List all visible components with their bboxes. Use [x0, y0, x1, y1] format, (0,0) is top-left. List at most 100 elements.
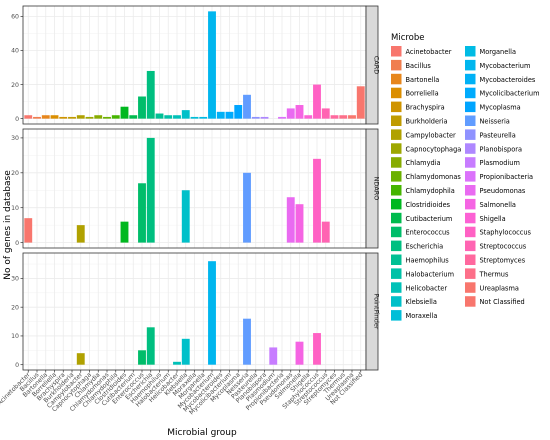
legend-item-klebsiella: Klebsiella [391, 296, 437, 307]
legend-swatch [391, 157, 402, 168]
bar-card-chlamydia: Chlamydia: 2 [94, 115, 103, 119]
bar-pointfinder-klebsiella: Klebsiella: 9 [181, 338, 190, 365]
legend-swatch [391, 115, 402, 126]
bar-pointfinder-helicobacter: Helicobacter: 1 [173, 361, 181, 365]
y-tick-label: 60 [11, 14, 19, 21]
legend: Microbe Acinetobacter Bacillus Bartonella B… [391, 33, 540, 321]
legend-swatch [391, 282, 402, 293]
legend-label: Halobacterium [406, 270, 455, 278]
legend-item-thermus: Thermus [465, 268, 509, 279]
legend-label: Ureaplasma [480, 284, 519, 292]
bar-card-pasteurella: Pasteurella: 1 [251, 116, 260, 119]
legend-label: Acinetobacter [406, 48, 452, 56]
legend-item-halobacterium: Halobacterium [391, 268, 454, 279]
legend-swatch [391, 185, 402, 196]
bar-card-borreliella: Borreliella: 2 [50, 115, 59, 119]
legend-swatch [465, 268, 476, 279]
bar-ndaro-salmonella: Salmonella: 11 [295, 204, 304, 243]
legend-item-campylobacter: Campylobacter [391, 129, 456, 140]
legend-label: Enterococcus [406, 229, 451, 237]
legend-swatch [465, 185, 476, 196]
bar-ndaro-campylobacter: Campylobacter: 5 [76, 225, 85, 243]
legend-swatch [391, 143, 402, 154]
legend-item-moraxella: Moraxella [391, 310, 437, 321]
bar-card-streptococcus: Streptococcus: 6 [321, 108, 330, 119]
y-tick-label: 20 [11, 304, 19, 311]
legend-label: Campylobacter [406, 131, 457, 139]
legend-label: Helicobacter [406, 284, 448, 292]
bar-card-escherichia: Escherichia: 28 [146, 70, 155, 119]
bar-card-chlamydomonas: Chlamydomonas: 1 [103, 116, 111, 119]
legend-item-plasmodium: Plasmodium [465, 157, 520, 168]
bar-card-chlamydophila: Chlamydophila: 2 [111, 115, 120, 119]
bar-ndaro-clostridioides: Clostridioides: 6 [120, 221, 129, 243]
panel-card: Acinetobacter: 2Bacillus: 1Bartonella: 2… [11, 5, 380, 125]
facet-strip-label: CARD [372, 56, 380, 75]
legend-item-mycobacterium: Mycobacterium [465, 59, 530, 71]
legend-label: Bartonella [406, 76, 440, 84]
legend-label: Propionibacteria [480, 173, 534, 181]
bar-pointfinder-escherichia: Escherichia: 13 [146, 327, 155, 365]
legend-swatch [391, 46, 402, 57]
bar-card-thermus: Thermus: 2 [339, 115, 348, 119]
bar-pointfinder-mycobacterium: Mycobacterium: 36 [208, 261, 216, 365]
legend-item-neisseria: Neisseria [465, 115, 510, 126]
legend-swatch [465, 143, 476, 154]
legend-label: Capnocytophaga [406, 145, 462, 153]
bar-pointfinder-enterococcus: Enterococcus: 5 [138, 350, 146, 365]
legend-item-chlamydomonas: Chlamydomonas [391, 171, 461, 182]
legend-swatch [465, 282, 476, 293]
bar-card-mycobacterium: Mycobacterium: 63 [208, 11, 216, 119]
legend-swatch [391, 310, 402, 321]
legend-swatch [465, 46, 476, 57]
legend-item-staphylococcus: Staphylococcus [465, 226, 532, 238]
legend-swatch [391, 73, 402, 85]
bar-card-enterococcus: Enterococcus: 13 [138, 96, 146, 119]
bar-card-salmonella: Salmonella: 8 [295, 105, 304, 119]
legend-item-pasteurella: Pasteurella [465, 129, 516, 140]
legend-item-mycobacteroides: Mycobacteroides [465, 73, 536, 85]
legend-swatch [465, 171, 476, 182]
bar-pointfinder-neisseria: Neisseria: 16 [243, 318, 251, 365]
legend-item-enterococcus: Enterococcus [391, 226, 451, 238]
legend-item-haemophilus: Haemophilus [391, 254, 450, 265]
legend-swatch [391, 129, 402, 140]
legend-item-not-classified: Not Classified [465, 296, 525, 307]
legend-label: Escherichia [406, 243, 444, 251]
legend-swatch [391, 101, 402, 113]
legend-swatch [465, 73, 476, 85]
legend-item-clostridioides: Clostridioides [391, 198, 451, 210]
legend-label: Brachyspira [406, 104, 445, 112]
bar-card-campylobacter: Campylobacter: 2 [76, 115, 85, 119]
legend-label: Haemophilus [406, 257, 450, 265]
legend-swatch [465, 115, 476, 126]
legend-swatch [465, 254, 476, 265]
bar-ndaro-enterococcus: Enterococcus: 17 [138, 183, 146, 243]
y-tick-label: 30 [11, 135, 19, 142]
legend-label: Mycobacteroides [480, 76, 536, 84]
bar-ndaro-neisseria: Neisseria: 20 [243, 172, 251, 243]
legend-label: Moraxella [406, 312, 438, 320]
legend-swatch [465, 198, 476, 210]
legend-swatch [465, 129, 476, 140]
bar-card-halobacterium: Halobacterium: 2 [164, 115, 173, 119]
legend-item-pseudomonas: Pseudomonas [465, 185, 526, 196]
chart-panels: Acinetobacter: 2Bacillus: 1Bartonella: 2… [11, 5, 380, 371]
legend-swatch [391, 240, 402, 252]
y-tick-label: 10 [11, 333, 19, 340]
legend-label: Neisseria [480, 118, 510, 126]
facet-strip [365, 128, 379, 249]
y-axis-title: No of genes in database [3, 170, 13, 280]
bar-card-moraxella: Moraxella: 1 [190, 116, 199, 119]
legend-swatch [391, 59, 402, 71]
bar-card-cutibacterium: Cutibacterium: 2 [129, 115, 138, 119]
bar-card-propionibacteria: Propionibacteria: 1 [278, 116, 286, 119]
bar-card-klebsiella: Klebsiella: 5 [181, 110, 190, 119]
bar-card-bacillus: Bacillus: 1 [33, 116, 41, 119]
legend-label: Klebsiella [406, 298, 437, 306]
bar-pointfinder-plasmodium: Plasmodium: 6 [269, 347, 278, 365]
legend-swatch [391, 87, 402, 99]
panel-ndaro: Acinetobacter: 7 Campylobacter: 5 Clostrid… [11, 128, 380, 249]
y-tick-label: 20 [11, 170, 19, 177]
legend-label: Pseudomonas [480, 187, 526, 195]
